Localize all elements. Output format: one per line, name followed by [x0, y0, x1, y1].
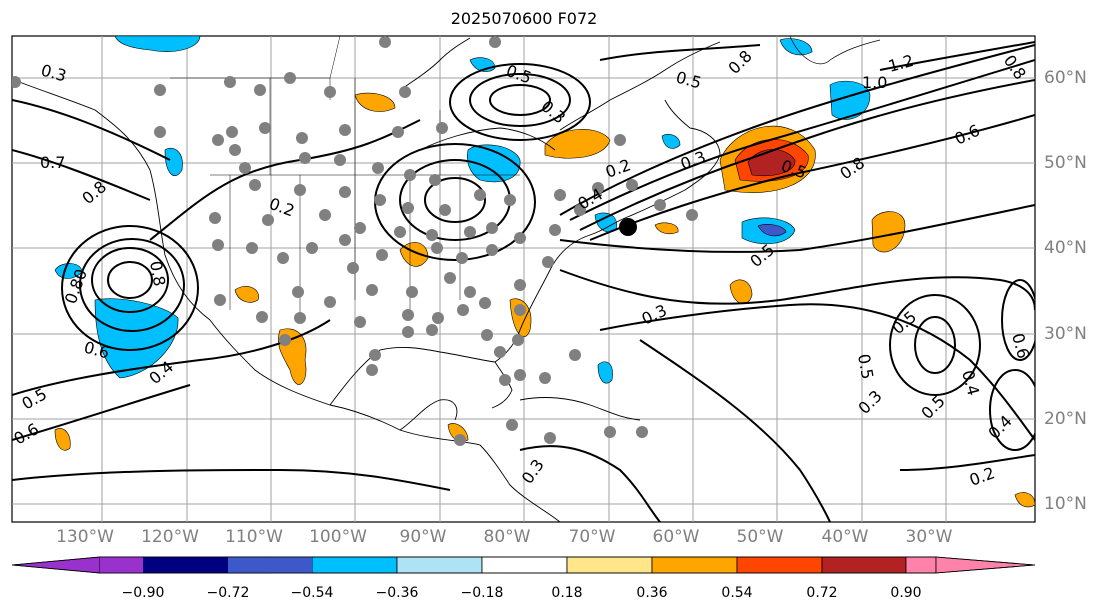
colorbar-swatch — [481, 556, 568, 574]
contour-ring — [1001, 279, 1035, 361]
colorbar-swatch — [566, 556, 653, 574]
colorbar-tick: 0.18 — [551, 585, 583, 601]
contour-label: 1.0 — [862, 73, 887, 92]
latitude-tick: 20°N — [1044, 409, 1087, 429]
longitude-tick: 100°W — [309, 527, 367, 547]
colorbar-tick: −0.72 — [206, 585, 250, 601]
contour-ring — [61, 225, 199, 351]
contour-ring — [107, 261, 153, 299]
positive-anomaly-patch — [1014, 492, 1035, 508]
colorbar-swatch — [905, 556, 937, 574]
longitude-tick: 80°W — [483, 527, 531, 547]
colorbar — [11, 556, 1036, 574]
contour-ring — [989, 369, 1035, 451]
negative-anomaly-patch — [597, 361, 613, 384]
colorbar-swatch — [821, 556, 907, 574]
positive-anomaly-patch — [729, 279, 753, 304]
latitude-tick: 10°N — [1044, 494, 1087, 514]
longitude-tick: 90°W — [399, 527, 447, 547]
colorbar-swatch — [651, 556, 738, 574]
colorbar-swatch — [396, 556, 483, 574]
contour-ring — [79, 238, 185, 332]
contour-ring — [889, 294, 981, 396]
longitude-tick: 30°W — [905, 527, 953, 547]
negative-anomaly-patch — [467, 144, 521, 183]
colorbar-tick: −0.18 — [460, 585, 504, 601]
positive-anomaly-patch — [54, 428, 71, 451]
contour-label: 0.7 — [40, 153, 65, 172]
longitude-tick: 110°W — [225, 527, 283, 547]
latitude-tick: 40°N — [1044, 238, 1087, 258]
contour-ring — [489, 84, 551, 116]
colorbar-tick: −0.54 — [290, 585, 334, 601]
longitude-tick: 120°W — [141, 527, 199, 547]
colorbar-swatch — [736, 556, 823, 574]
contour-ring — [424, 177, 486, 223]
colorbar-tick: 0.54 — [721, 585, 753, 601]
negative-anomaly-patch — [661, 134, 681, 149]
positive-anomaly-patch — [354, 92, 396, 112]
contour-label: 0.5 — [854, 352, 877, 380]
contour-ring — [91, 247, 169, 313]
strong-negative-anomaly-patch — [757, 224, 787, 237]
positive-anomaly-patch — [654, 222, 679, 235]
negative-anomaly-patch — [164, 147, 183, 176]
contour-ring — [914, 316, 956, 374]
colorbar-tick: −0.36 — [375, 585, 419, 601]
latitude-tick: 30°N — [1044, 324, 1087, 344]
longitude-tick: 130°W — [56, 527, 114, 547]
colorbar-swatch — [311, 556, 398, 574]
negative-anomaly-patch — [114, 36, 201, 52]
contour-ring — [469, 73, 571, 127]
map-title: 2025070600 F072 — [450, 9, 598, 28]
contour-lines — [12, 41, 1035, 522]
positive-anomaly-patch — [234, 286, 259, 303]
longitude-tick: 70°W — [568, 527, 616, 547]
latitude-tick: 60°N — [1044, 68, 1087, 88]
contour-label: 0.8 — [146, 259, 169, 287]
colorbar-swatch — [935, 556, 1036, 574]
longitude-tick: 40°W — [821, 527, 869, 547]
contour-ring — [449, 63, 591, 141]
target-location-marker — [619, 218, 637, 236]
longitude-tick: 60°W — [652, 527, 700, 547]
colorbar-tick: 0.36 — [636, 585, 668, 601]
colorbar-tick: 0.72 — [806, 585, 838, 601]
colorbar-swatch — [11, 556, 101, 574]
positive-anomaly-patch — [871, 211, 906, 253]
colorbar-tick: −0.90 — [121, 585, 165, 601]
latitude-tick: 50°N — [1044, 153, 1087, 173]
observation-stations — [12, 36, 698, 446]
longitude-tick: 50°W — [736, 527, 784, 547]
colorbar-tick: 0.90 — [890, 585, 922, 601]
